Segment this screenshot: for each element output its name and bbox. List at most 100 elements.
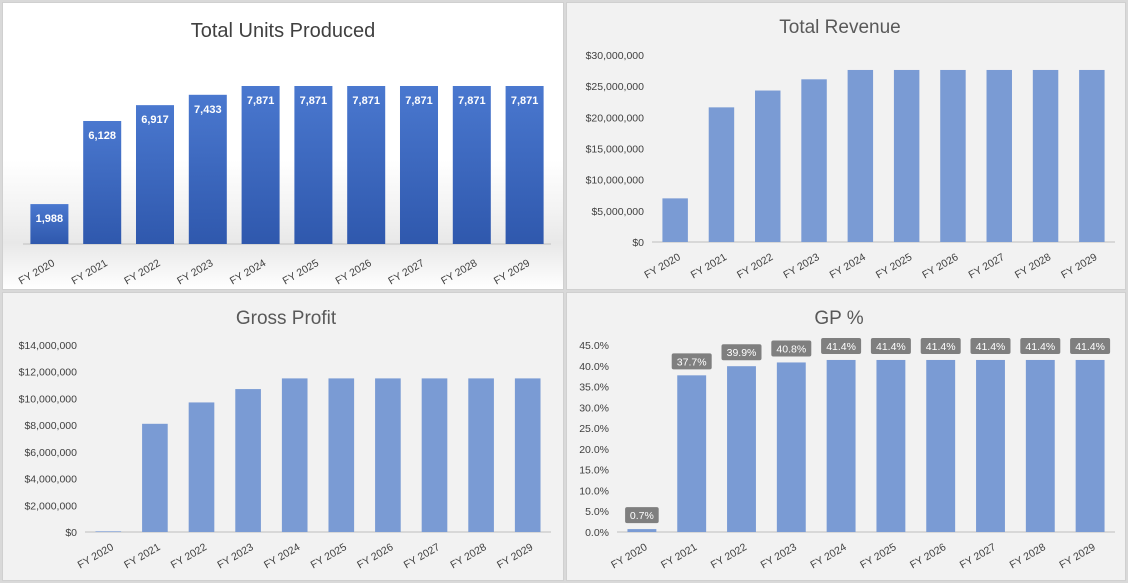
data-label: 6,917 [141, 114, 169, 126]
bar-fy-2023 [235, 389, 261, 532]
x-tick-label: FY 2025 [281, 257, 321, 287]
bar-fy-2027 [399, 86, 439, 244]
bar-fy-2026 [347, 86, 386, 244]
x-tick-label: FY 2028 [439, 257, 479, 287]
data-label: 7,871 [458, 95, 486, 107]
x-tick-label: FY 2027 [386, 257, 426, 287]
bar-fy-2023 [776, 362, 806, 532]
units-chart-panel: Total Units Produced 1,988 FY 2020 6,128 FY … [2, 2, 564, 290]
data-label: 41.4% [1025, 341, 1055, 353]
y-tick-label: 10.0% [579, 485, 609, 497]
x-tick-label: FY 2026 [333, 257, 373, 287]
bar-fy-2028 [452, 86, 491, 244]
y-tick-label: 15.0% [579, 465, 609, 477]
gp-percent-chart-panel: GP % 0.0% 5.0% 10.0% 15.0% 20.0% 25.0% 30.0% 35.… [566, 292, 1126, 581]
x-tick-label: FY 2028 [1008, 541, 1048, 571]
data-label: 40.8% [776, 343, 806, 355]
x-tick-label: FY 2022 [169, 541, 209, 571]
data-label: 1,988 [36, 213, 64, 225]
bar-fy-2026 [926, 359, 956, 532]
x-tick-label: FY 2025 [858, 541, 898, 571]
x-tick-label: FY 2020 [642, 251, 682, 281]
y-tick-label: $5,000,000 [591, 206, 644, 218]
bar-fy-2029 [1075, 359, 1105, 532]
data-label-box [920, 337, 961, 354]
bar-fy-2028 [468, 378, 494, 532]
x-tick-label: FY 2028 [1013, 251, 1053, 281]
y-tick-label: $12,000,000 [19, 367, 78, 379]
y-tick-label: $30,000,000 [586, 50, 645, 62]
data-label: 6,128 [88, 130, 116, 142]
bar-fy-2029 [514, 378, 541, 532]
x-tick-label: FY 2023 [175, 257, 215, 287]
data-label: 41.4% [976, 341, 1006, 353]
x-tick-label: FY 2026 [920, 251, 960, 281]
data-label: 41.4% [826, 341, 856, 353]
data-label-box [771, 340, 812, 357]
y-tick-label: $6,000,000 [24, 447, 77, 459]
bar-fy-2026 [940, 69, 966, 243]
bar-fy-2022 [727, 366, 756, 532]
gross-profit-chart: Gross Profit $0 $2,000,000 $4,000,000 $6,000… [19, 308, 551, 571]
bar-fy-2021 [142, 423, 168, 532]
bar-fy-2020 [627, 529, 657, 532]
y-tick-label: 25.0% [579, 423, 609, 435]
x-tick-label: FY 2021 [659, 541, 699, 571]
x-tick-label: FY 2023 [215, 541, 255, 571]
x-tick-label: FY 2021 [122, 541, 162, 571]
x-tick-label: FY 2026 [355, 541, 395, 571]
x-tick-label: FY 2024 [262, 541, 302, 571]
data-label: 7,433 [194, 104, 222, 116]
bar-fy-2021 [83, 120, 122, 244]
bar-fy-2022 [755, 90, 781, 242]
data-label-box [721, 344, 762, 361]
x-tick-label: FY 2028 [448, 541, 488, 571]
data-label: 39.9% [727, 347, 757, 359]
y-tick-label: $20,000,000 [586, 112, 645, 124]
bar-fy-2024 [826, 359, 856, 532]
bar-fy-2025 [876, 359, 906, 532]
x-tick-label: FY 2021 [689, 251, 729, 281]
revenue-chart-panel: Total Revenue $0 $5,000,000 $10,000,000 $15,… [566, 2, 1126, 290]
x-tick-label: FY 2023 [759, 541, 799, 571]
data-label: 7,871 [300, 95, 328, 107]
chart-title: Total Revenue [779, 17, 900, 38]
bar-fy-2025 [294, 86, 333, 244]
revenue-chart: Total Revenue $0 $5,000,000 $10,000,000 $15,… [586, 17, 1115, 281]
bar-fy-2029 [505, 86, 544, 244]
bar-fy-2021 [677, 375, 707, 532]
bar-fy-2025 [893, 69, 920, 243]
data-label: 7,871 [511, 95, 539, 107]
bar-fy-2023 [801, 79, 827, 242]
bar-fy-2024 [847, 69, 874, 243]
x-tick-label: FY 2022 [122, 257, 162, 287]
y-tick-label: $10,000,000 [586, 175, 645, 187]
y-tick-label: 0.0% [585, 527, 609, 539]
chart-title: Gross Profit [236, 308, 337, 329]
bar-fy-2023 [188, 94, 227, 245]
x-tick-label: FY 2022 [709, 541, 749, 571]
bar-fy-2020 [30, 204, 69, 244]
chart-title: Total Units Produced [191, 20, 376, 42]
data-label-box [821, 337, 862, 354]
y-tick-label: $4,000,000 [24, 474, 77, 486]
x-tick-label: FY 2029 [1057, 541, 1097, 571]
x-tick-label: FY 2027 [402, 541, 442, 571]
y-tick-label: $15,000,000 [586, 144, 645, 156]
data-label: 0.7% [630, 510, 654, 522]
data-label: 37.7% [677, 356, 707, 368]
x-tick-label: FY 2029 [495, 541, 535, 571]
y-tick-label: $0 [65, 527, 77, 539]
data-label-box [671, 353, 712, 370]
bar-fy-2027 [976, 359, 1005, 532]
x-tick-label: FY 2020 [76, 541, 116, 571]
data-label-box [1020, 337, 1061, 354]
y-tick-label: $8,000,000 [24, 420, 77, 432]
bar-fy-2022 [188, 402, 215, 532]
bar-fy-2024 [281, 378, 308, 532]
y-tick-label: $10,000,000 [19, 393, 78, 405]
x-tick-label: FY 2026 [908, 541, 948, 571]
bar-fy-2027 [421, 378, 448, 532]
y-tick-label: 40.0% [579, 361, 609, 373]
bar-fy-2024 [241, 86, 280, 244]
